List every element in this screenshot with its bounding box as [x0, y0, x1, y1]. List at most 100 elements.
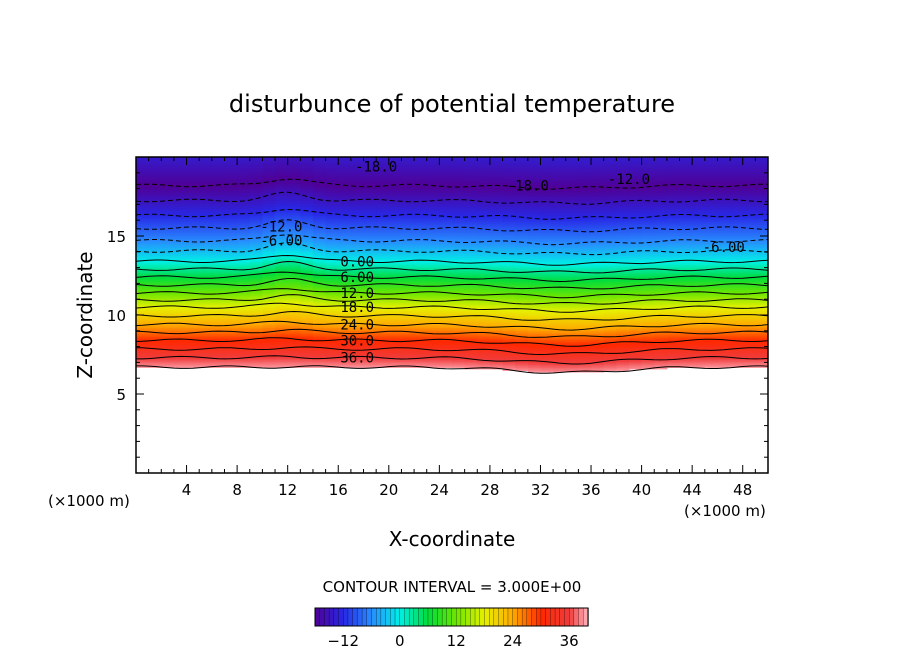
- field-cell: [603, 331, 617, 335]
- field-cell: [439, 249, 453, 252]
- field-cell: [527, 347, 542, 350]
- field-cell: [654, 333, 668, 336]
- field-cell: [742, 285, 756, 289]
- field-cell: [527, 350, 542, 353]
- field-cell: [186, 232, 200, 235]
- field-cell: [224, 272, 238, 275]
- field-cell: [338, 292, 352, 295]
- field-cell: [742, 242, 756, 246]
- field-cell: [300, 218, 314, 221]
- field-cell: [464, 344, 478, 347]
- field-cell: [262, 301, 276, 304]
- field-cell: [287, 324, 301, 327]
- field-cell: [679, 244, 693, 247]
- field-cell: [717, 310, 731, 313]
- field-cell: [161, 319, 175, 322]
- field-cell: [161, 327, 175, 330]
- field-cell: [211, 318, 226, 321]
- field-cell: [742, 281, 756, 284]
- field-cell: [730, 284, 744, 287]
- field-cell: [704, 308, 719, 312]
- field-cell: [376, 358, 390, 361]
- field-cell: [338, 276, 352, 279]
- field-cell: [628, 290, 643, 293]
- field-cell: [502, 345, 516, 348]
- field-cell: [199, 215, 213, 218]
- field-cell: [401, 362, 415, 365]
- field-cell: [199, 279, 213, 282]
- field-cell: [679, 330, 693, 333]
- field-cell: [477, 324, 491, 327]
- field-cell: [287, 261, 301, 264]
- field-cell: [338, 258, 352, 261]
- field-cell: [679, 310, 693, 313]
- field-cell: [199, 273, 213, 276]
- field-cell: [376, 312, 390, 315]
- field-cell: [641, 296, 655, 299]
- field-cell: [591, 289, 605, 292]
- field-cell: [414, 265, 428, 269]
- field-cell: [730, 290, 744, 293]
- field-cell: [275, 350, 289, 353]
- field-cell: [173, 312, 188, 315]
- field-cell: [414, 307, 428, 310]
- field-cell: [692, 255, 706, 258]
- field-cell: [426, 235, 440, 238]
- field-cell: [161, 215, 175, 218]
- field-cell: [161, 282, 175, 285]
- field-cell: [717, 301, 731, 304]
- field-cell: [603, 249, 617, 252]
- field-cell: [376, 348, 390, 351]
- field-cell: [325, 242, 339, 246]
- field-cell: [300, 301, 314, 304]
- field-cell: [502, 310, 516, 313]
- field-cell: [211, 341, 226, 344]
- field-cell: [540, 253, 554, 256]
- field-cell: [224, 315, 238, 318]
- field-cell: [616, 342, 630, 345]
- field-cell: [186, 244, 200, 247]
- field-cell: [363, 236, 377, 239]
- field-cell: [717, 328, 731, 332]
- field-cell: [742, 342, 756, 345]
- field-cell: [312, 238, 327, 241]
- field-cell: [730, 308, 744, 312]
- field-cell: [414, 242, 428, 246]
- field-cell: [578, 367, 592, 370]
- field-cell: [565, 233, 579, 236]
- field-cell: [755, 272, 768, 275]
- field-cell: [553, 275, 567, 278]
- field-cell: [186, 339, 200, 342]
- field-cell: [300, 221, 314, 224]
- field-cell: [414, 215, 428, 218]
- field-cell: [515, 365, 529, 368]
- field-cell: [452, 252, 466, 255]
- field-cell: [338, 238, 352, 241]
- field-cell: [540, 232, 554, 235]
- field-cell: [717, 290, 731, 293]
- field-cell: [730, 224, 744, 227]
- field-cell: [148, 253, 162, 256]
- field-cell: [464, 218, 478, 221]
- field-cell: [628, 226, 643, 229]
- field-cell: [452, 275, 466, 278]
- field-cell: [211, 278, 226, 281]
- field-cell: [477, 318, 491, 321]
- field-cell: [275, 313, 289, 316]
- field-cell: [692, 247, 706, 250]
- field-cell: [717, 335, 731, 338]
- field-cell: [591, 365, 605, 368]
- field-cell: [654, 247, 668, 250]
- field-cell: [161, 316, 175, 319]
- field-cell: [363, 262, 377, 266]
- field-cell: [287, 281, 301, 284]
- field-cell: [350, 339, 365, 342]
- field-cell: [553, 368, 567, 371]
- field-cell: [439, 229, 453, 232]
- field-cell: [414, 238, 428, 241]
- field-cell: [540, 325, 554, 328]
- field-cell: [199, 351, 213, 355]
- field-cell: [312, 285, 327, 289]
- field-cell: [502, 355, 516, 358]
- field-cell: [578, 216, 592, 219]
